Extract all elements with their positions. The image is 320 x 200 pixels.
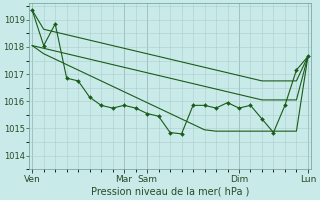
X-axis label: Pression niveau de la mer( hPa ): Pression niveau de la mer( hPa ) bbox=[91, 187, 249, 197]
